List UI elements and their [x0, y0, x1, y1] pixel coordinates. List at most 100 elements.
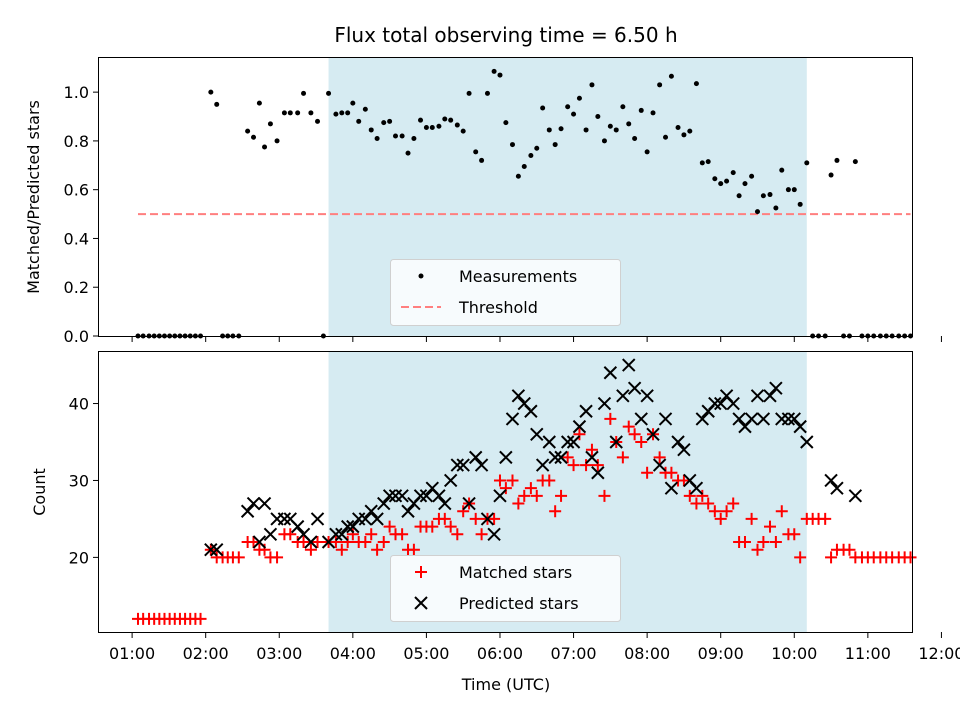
- measurement-point: [657, 82, 663, 88]
- matched-star-point: [469, 512, 482, 525]
- measurement-point: [540, 105, 546, 111]
- measurement-point: [576, 95, 582, 101]
- predicted-star-point: [456, 458, 470, 472]
- bottom-x-tick-label: 06:00: [477, 644, 523, 663]
- matched-star-point: [232, 551, 245, 564]
- predicted-star-point: [756, 412, 771, 426]
- matched-star-point: [271, 551, 284, 564]
- predicted-star-point: [419, 489, 434, 503]
- matched-star-point: [635, 436, 648, 448]
- predicted-star-point: [335, 527, 349, 542]
- predicted-star-point: [499, 450, 513, 465]
- matched-star-point: [499, 482, 512, 495]
- predicted-star-point: [382, 489, 397, 503]
- bottom-x-tick-label: 03:00: [256, 644, 302, 663]
- bottom-x-axis-label: Time (UTC): [461, 675, 550, 694]
- measurement-point: [650, 110, 656, 116]
- top-legend: Measurements Threshold: [390, 259, 621, 326]
- matched-star-point: [457, 505, 470, 518]
- predicted-star-point: [210, 542, 224, 557]
- measurement-point: [834, 157, 840, 163]
- measurement-point: [251, 134, 257, 140]
- predicted-star-point: [726, 396, 740, 411]
- predicted-star-point: [640, 389, 654, 403]
- measurement-point: [767, 192, 773, 198]
- matched-star-point: [653, 451, 666, 464]
- predicted-star-point: [240, 504, 255, 518]
- measurement-point: [418, 117, 424, 123]
- matched-star-point: [714, 512, 727, 525]
- predicted-star-point: [566, 435, 581, 449]
- predicted-star-point: [579, 404, 593, 418]
- measurement-point: [804, 160, 810, 166]
- measurement-point: [724, 178, 730, 184]
- matched-star-point: [493, 474, 506, 487]
- predicted-star-point: [652, 458, 667, 472]
- measurement-point: [644, 149, 650, 155]
- matched-star-point: [475, 528, 488, 541]
- bottom-x-tick-label: 10:00: [771, 644, 817, 663]
- predicted-star-point: [304, 535, 318, 549]
- measurement-point: [626, 121, 632, 127]
- matched-star-point: [819, 512, 832, 525]
- predicted-star-point: [572, 419, 587, 434]
- matched-star-point: [775, 505, 788, 518]
- measurement-point: [256, 100, 262, 106]
- measurement-point: [718, 181, 724, 187]
- measurement-point: [301, 90, 307, 96]
- bottom-x-tick-label: 08:00: [624, 644, 670, 663]
- predicted-star-point: [560, 435, 575, 449]
- measurement-point: [509, 142, 515, 148]
- measurement-point: [565, 104, 571, 110]
- bottom-y-tick-label: 30: [69, 471, 89, 490]
- matched-star-point: [396, 528, 409, 541]
- bottom-x-ticks: 01:00 02:00 03:00 04:00 05:00 06:00 07:00 08:00…: [109, 632, 960, 663]
- matched-star-point: [438, 512, 451, 525]
- matched-star-point: [573, 428, 586, 441]
- top-y-tick-label: 0.8: [64, 132, 89, 151]
- measurement-point: [668, 73, 674, 79]
- top-y-tick-label: 0.0: [64, 327, 89, 346]
- predicted-star-point: [671, 435, 685, 449]
- matched-star-point: [598, 489, 611, 502]
- bottom-x-tick-label: 07:00: [551, 644, 597, 663]
- matched-star-point: [247, 536, 260, 548]
- matched-star-point: [365, 528, 378, 541]
- matched-star-point: [794, 551, 807, 564]
- matched-star-point: [745, 512, 758, 525]
- matched-star-points: [131, 412, 917, 625]
- matched-star-point: [585, 443, 598, 456]
- bottom-panel-frame: [98, 351, 913, 633]
- measurement-point: [362, 106, 368, 112]
- matched-star-point: [543, 474, 556, 487]
- predicted-star-point: [708, 396, 722, 411]
- measurement-point: [730, 170, 736, 176]
- predicted-star-point: [493, 489, 507, 503]
- top-panel: 0.0 0.2 0.4 0.6 0.8 1.0 Flux total observing …: [24, 23, 942, 346]
- bottom-y-tick-label: 20: [69, 548, 89, 567]
- matched-star-point: [825, 551, 838, 564]
- predicted-star-point: [474, 458, 489, 472]
- matched-star-point: [524, 482, 537, 495]
- predicted-star-point: [781, 412, 796, 426]
- predicted-star-point: [591, 466, 605, 480]
- matched-star-point: [677, 474, 690, 487]
- legend-matched-label: Matched stars: [459, 563, 572, 582]
- matched-star-point: [683, 489, 696, 502]
- predicted-star-point: [744, 412, 759, 426]
- predicted-star-point: [204, 542, 218, 557]
- legend-threshold-label: Threshold: [458, 298, 538, 317]
- predicted-star-point: [364, 504, 378, 518]
- matched-star-point: [426, 520, 439, 533]
- measurement-point: [601, 138, 607, 144]
- matched-star-point: [567, 459, 580, 472]
- predicted-star-point: [443, 473, 458, 488]
- predicted-star-point: [252, 535, 267, 549]
- predicted-star-point: [548, 450, 562, 465]
- measurement-point: [411, 135, 417, 141]
- predicted-star-point: [310, 512, 325, 526]
- matched-star-point: [194, 612, 207, 625]
- matched-star-point: [622, 420, 635, 433]
- measurement-point: [632, 135, 638, 141]
